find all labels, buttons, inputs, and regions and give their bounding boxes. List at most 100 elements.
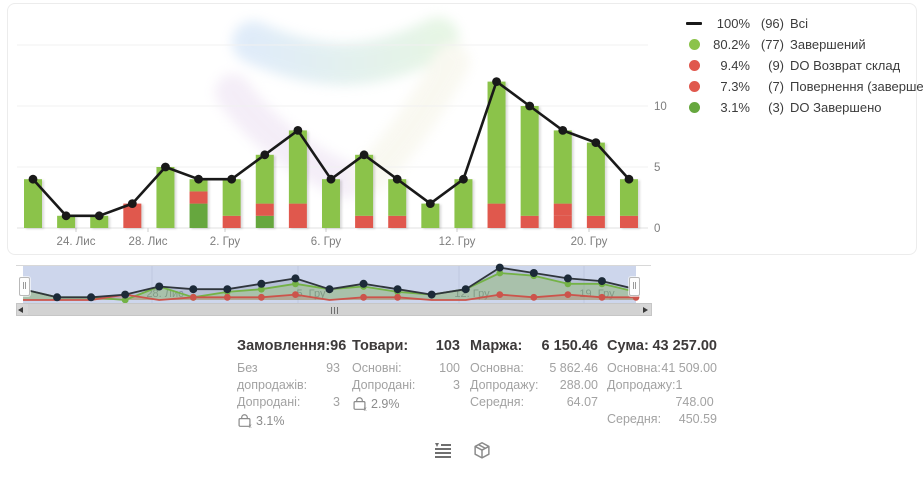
upsell-rate-value: 3.1% [256, 414, 285, 428]
stat-row-label: Середня: [470, 395, 525, 409]
bar-segment[interactable] [355, 154, 374, 216]
stat-title-value: 6 150.46 [541, 338, 598, 354]
stat-title-value: 43 257.00 [652, 338, 717, 354]
bar-segment[interactable] [520, 106, 539, 216]
line-point[interactable] [326, 174, 336, 184]
legend-count: (77) [760, 37, 784, 52]
bar-segment[interactable] [553, 130, 572, 204]
bar-segment[interactable] [189, 203, 208, 228]
bar-segment[interactable] [156, 167, 175, 228]
stat-title-label: Товари: [352, 338, 409, 354]
svg-text:20. Гру: 20. Гру [571, 236, 608, 248]
svg-text:24. Лис: 24. Лис [57, 236, 96, 248]
bar-segment[interactable] [355, 215, 374, 228]
legend-item[interactable]: 80.2% (77) Завершений [686, 34, 918, 55]
bar-segment[interactable] [619, 179, 638, 216]
bar-segment[interactable] [619, 215, 638, 228]
stacked-bars[interactable] [24, 81, 638, 228]
line-point[interactable] [459, 174, 468, 184]
bar-segment[interactable] [388, 179, 407, 216]
line-point[interactable] [161, 162, 170, 172]
stat-row: Допродажу: 1 748.00 [607, 377, 717, 411]
bar-segment[interactable] [388, 215, 407, 228]
legend-item[interactable]: 100% (96) Всі [686, 13, 918, 34]
bar-segment[interactable] [553, 215, 572, 228]
legend-label: Повернення (завершений) [790, 79, 923, 94]
bar-segment[interactable] [90, 215, 109, 228]
stat-row-value: 100 [439, 361, 460, 375]
bar-segment[interactable] [255, 215, 274, 228]
legend-item[interactable]: 7.3% (7) Повернення (завершений) [686, 76, 923, 97]
stat-row-value: 450.59 [678, 412, 717, 426]
legend-item[interactable]: 9.4% (9) DO Возврат склад [686, 55, 918, 76]
bar-segment[interactable] [255, 203, 274, 216]
bar-segment[interactable] [553, 203, 572, 216]
stat-row-value: 5 862.46 [549, 361, 598, 375]
products-box-button[interactable] [469, 438, 495, 464]
line-point[interactable] [293, 125, 303, 135]
line-point[interactable] [558, 125, 568, 135]
bar-segment[interactable] [487, 203, 506, 228]
line-point[interactable] [492, 77, 501, 86]
bar-segment[interactable] [189, 179, 208, 192]
bar-segment[interactable] [57, 215, 76, 228]
bar-segment[interactable] [255, 154, 274, 204]
line-point[interactable] [359, 150, 369, 160]
orders-list-icon [435, 443, 451, 458]
stat-title-label: Сума: [607, 338, 649, 354]
legend-count: (9) [768, 58, 784, 73]
svg-text:5. Гру: 5. Гру [296, 288, 326, 300]
scroll-right-arrow-icon[interactable] [643, 307, 648, 313]
bar-segment[interactable] [520, 215, 539, 228]
line-point[interactable] [392, 174, 402, 184]
bar-segment[interactable] [123, 203, 142, 228]
svg-text:x: x [249, 424, 252, 428]
line-point[interactable] [525, 101, 535, 111]
line-point[interactable] [61, 211, 71, 221]
bar-segment[interactable] [24, 179, 42, 228]
package-cube-icon [474, 442, 490, 459]
bar-segment[interactable] [321, 179, 340, 228]
bar-segment[interactable] [586, 142, 605, 216]
line-point[interactable] [624, 174, 634, 184]
stat-row-value: 41 509.00 [661, 361, 717, 375]
stat-row-value: 3 [333, 395, 340, 409]
bar-segment[interactable] [189, 191, 208, 204]
chart-scrollbar-preview[interactable]: 28. Лис 5. Гру 12. Гру 19. Гру [0, 258, 923, 306]
line-point[interactable] [260, 150, 270, 160]
bar-segment[interactable] [454, 179, 473, 228]
scroll-left-arrow-icon[interactable] [18, 307, 23, 313]
legend-dot-icon [686, 60, 708, 71]
legend-count: (7) [768, 79, 784, 94]
line-point[interactable] [94, 211, 104, 221]
bar-segment[interactable] [222, 179, 241, 216]
stat-column: Маржа: 6 150.46 Основна: 5 862.46 Допродажу:… [470, 338, 598, 428]
line-point[interactable] [591, 138, 601, 148]
line-point[interactable] [194, 174, 203, 184]
line-point[interactable] [425, 199, 435, 209]
bar-segment[interactable] [288, 130, 307, 204]
bar-segment[interactable] [586, 215, 605, 228]
bar-segment[interactable] [421, 203, 440, 228]
bar-segment[interactable] [222, 215, 241, 228]
stat-row: Основна: 41 509.00 [607, 360, 717, 377]
bar-segment[interactable] [487, 81, 506, 204]
line-point[interactable] [127, 199, 137, 209]
legend-item[interactable]: 3.1% (3) DO Завершено [686, 97, 918, 118]
upsell-rate-value: 2.9% [371, 397, 400, 411]
scrollbar-right-handle[interactable] [629, 277, 640, 296]
main-chart[interactable]: 0 5 10 24. Лис 28. Лис 2. Гру 6. Гру 12. Гру 20.… [0, 0, 923, 260]
line-point[interactable] [28, 174, 38, 184]
chart-legend: 100% (96) Всі 80.2% (77) Завершений 9.4% (9) DO … [686, 13, 923, 118]
bar-segment[interactable] [288, 203, 307, 228]
y-axis-labels: 0 5 10 [654, 101, 667, 235]
horizontal-scrollbar[interactable] [16, 303, 652, 316]
stat-row-label: Основна: [607, 361, 661, 375]
scrollbar-thumb[interactable] [28, 304, 640, 315]
scrollbar-left-handle[interactable] [19, 277, 30, 296]
svg-text:12. Гру: 12. Гру [439, 236, 476, 248]
line-point[interactable] [227, 174, 237, 184]
orders-list-button[interactable] [430, 438, 456, 464]
upsell-rate: x 3.1% [237, 414, 340, 428]
